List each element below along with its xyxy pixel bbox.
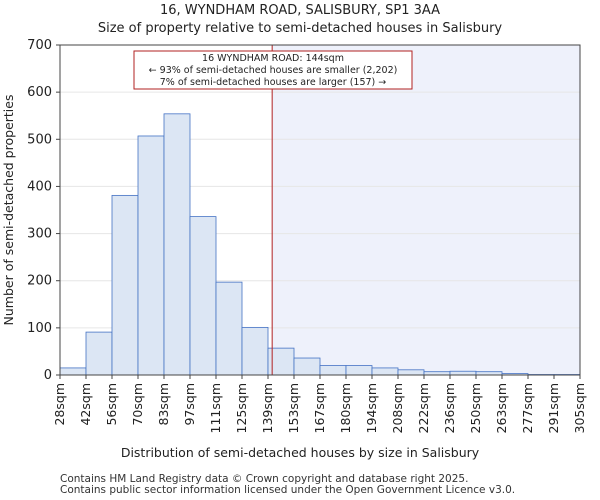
page-subtitle: Size of property relative to semi-detach… — [97, 21, 503, 36]
x-tick-label: 291sqm — [546, 383, 561, 433]
y-tick-label: 300 — [27, 227, 52, 242]
x-tick-label: 222sqm — [416, 383, 431, 433]
x-tick-label: 250sqm — [468, 383, 483, 433]
larger-properties-region — [272, 45, 580, 375]
x-tick-label: 277sqm — [520, 383, 535, 433]
plot-frame — [59, 44, 581, 376]
histogram-bar — [59, 367, 87, 376]
histogram-bar — [111, 194, 139, 376]
histogram-bar — [85, 331, 113, 376]
histogram-bar — [345, 365, 373, 376]
x-tick-label: 28sqm — [52, 383, 67, 426]
histogram-bar — [397, 369, 425, 376]
y-tick-label: 100 — [27, 321, 52, 336]
x-tick-label: 97sqm — [182, 383, 197, 426]
x-tick-label: 194sqm — [364, 383, 379, 433]
y-axis-label: Number of semi-detached properties — [1, 95, 16, 326]
histogram-bar — [319, 365, 347, 376]
y-tick-label: 500 — [27, 132, 52, 147]
x-axis-label: Distribution of semi-detached houses by … — [121, 445, 480, 460]
histogram-bar — [163, 113, 191, 376]
histogram-bar — [449, 370, 477, 376]
x-tick-label: 70sqm — [130, 383, 145, 426]
annotation-box: 16 WYNDHAM ROAD: 144sqm ← 93% of semi-de… — [133, 50, 413, 90]
x-tick-label: 56sqm — [104, 383, 119, 426]
x-tick-label: 263sqm — [494, 383, 509, 433]
y-tick-label: 600 — [27, 85, 52, 100]
x-tick-label: 139sqm — [260, 383, 275, 433]
y-tick-label: 400 — [27, 179, 52, 194]
footer-copyright: Contains HM Land Registry data © Crown c… — [60, 473, 469, 485]
page-title: 16, WYNDHAM ROAD, SALISBURY, SP1 3AA — [159, 3, 441, 18]
histogram-bar — [137, 135, 165, 376]
x-tick-label: 208sqm — [390, 383, 405, 433]
histogram-bar — [215, 281, 243, 376]
histogram-bar — [241, 326, 269, 376]
histogram-bar — [293, 357, 321, 376]
y-tick-label: 700 — [27, 38, 52, 53]
histogram-bar — [189, 216, 217, 376]
y-tick-label: 0 — [44, 368, 52, 383]
x-tick-label: 236sqm — [442, 383, 457, 433]
x-tick-label: 153sqm — [286, 383, 301, 433]
x-tick-label: 180sqm — [338, 383, 353, 433]
x-tick-label: 42sqm — [78, 383, 93, 426]
y-tick-label: 200 — [27, 274, 52, 289]
histogram-bar — [371, 367, 399, 376]
annotation-line-3: 7% of semi-detached houses are larger (1… — [160, 77, 387, 88]
x-tick-label: 125sqm — [234, 383, 249, 433]
x-tick-label: 167sqm — [312, 383, 327, 433]
annotation-line-1: 16 WYNDHAM ROAD: 144sqm — [202, 53, 344, 64]
annotation-line-2: ← 93% of semi-detached houses are smalle… — [149, 65, 398, 76]
x-tick-label: 305sqm — [572, 383, 587, 433]
x-tick-label: 83sqm — [156, 383, 171, 426]
footer-licence: Contains public sector information licen… — [60, 484, 516, 496]
annotation-frame — [133, 50, 413, 90]
x-tick-label: 111sqm — [208, 383, 223, 433]
